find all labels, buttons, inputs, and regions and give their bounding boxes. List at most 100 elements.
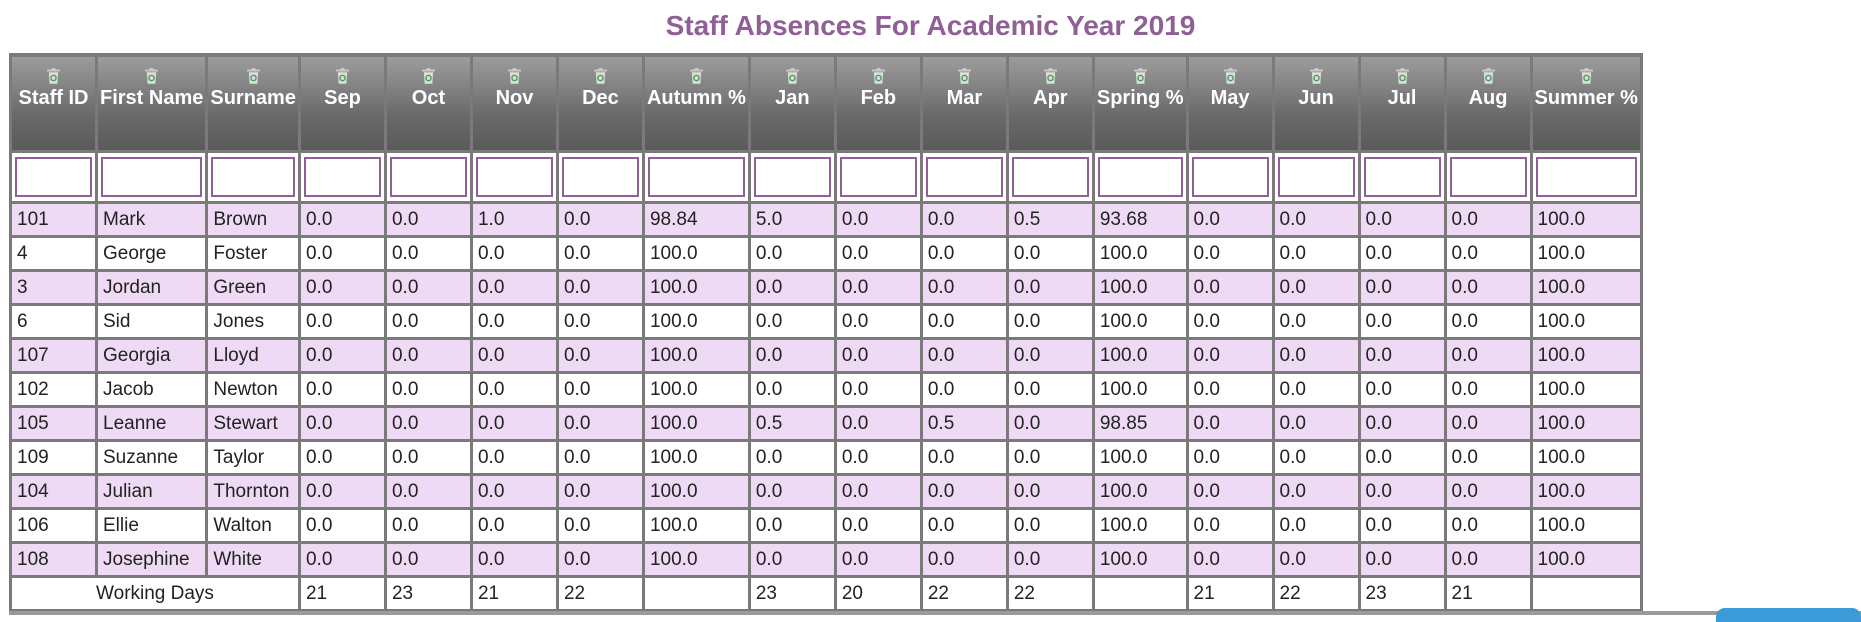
cell-feb: 0.0	[833, 473, 923, 510]
table-row[interactable]: 108 Josephine White 0.0 0.0 0.0 0.0 100.0 0.0 0.0…	[9, 541, 1643, 578]
recycle-bin-icon[interactable]	[100, 58, 203, 87]
recycle-bin-icon[interactable]	[561, 58, 640, 87]
cell-spring: 100.0	[1091, 541, 1189, 578]
column-header-jan[interactable]: Jan	[747, 53, 837, 153]
table-row[interactable]: 104 Julian Thornton 0.0 0.0 0.0 0.0 100.0 0.0 0.0…	[9, 473, 1643, 510]
filter-input-spring[interactable]	[1097, 157, 1183, 197]
cell-first_name: Josephine	[94, 541, 209, 578]
column-header-sep[interactable]: Sep	[297, 53, 387, 153]
filter-cell	[1271, 150, 1361, 204]
column-header-mar[interactable]: Mar	[919, 53, 1009, 153]
cell-may: 0.0	[1185, 201, 1275, 238]
cell-surname: Jones	[205, 303, 301, 340]
recycle-bin-icon[interactable]	[1277, 58, 1356, 87]
filter-input-dec[interactable]	[561, 157, 639, 197]
recycle-bin-icon[interactable]	[1011, 58, 1090, 87]
recycle-bin-icon[interactable]	[839, 58, 918, 87]
cell-dec: 0.0	[555, 507, 645, 544]
working-days-jun: 22	[1271, 575, 1361, 612]
recycle-bin-icon[interactable]	[389, 58, 468, 87]
cell-summer: 100.0	[1529, 541, 1643, 578]
cell-jun: 0.0	[1271, 405, 1361, 442]
column-header-may[interactable]: May	[1185, 53, 1275, 153]
filter-input-staff_id[interactable]	[15, 157, 92, 197]
working-days-dec: 22	[555, 575, 645, 612]
filter-input-jan[interactable]	[753, 157, 831, 197]
filter-input-apr[interactable]	[1011, 157, 1089, 197]
column-header-feb[interactable]: Feb	[833, 53, 923, 153]
recycle-bin-icon[interactable]	[14, 58, 93, 87]
cell-feb: 0.0	[833, 303, 923, 340]
cell-mar: 0.0	[919, 439, 1009, 476]
recycle-bin-icon[interactable]	[475, 58, 554, 87]
filter-input-first_name[interactable]	[101, 157, 203, 197]
filter-input-oct[interactable]	[389, 157, 467, 197]
table-row[interactable]: 4 George Foster 0.0 0.0 0.0 0.0 100.0 0.0 0.0 0.0 0…	[9, 235, 1643, 272]
cell-surname: Thornton	[205, 473, 301, 510]
column-header-summer[interactable]: Summer %	[1529, 53, 1643, 153]
filter-input-may[interactable]	[1191, 157, 1269, 197]
table-row[interactable]: 101 Mark Brown 0.0 0.0 1.0 0.0 98.84 5.0 0.0 0.0 0.…	[9, 201, 1643, 238]
filter-input-surname[interactable]	[211, 157, 295, 197]
recycle-bin-icon[interactable]	[1097, 58, 1184, 87]
cell-staff_id: 101	[9, 201, 98, 238]
filter-input-nov[interactable]	[475, 157, 553, 197]
column-header-staff_id[interactable]: Staff ID	[9, 53, 98, 153]
cell-may: 0.0	[1185, 303, 1275, 340]
cell-summer: 100.0	[1529, 303, 1643, 340]
table-row[interactable]: 102 Jacob Newton 0.0 0.0 0.0 0.0 100.0 0.0 0.0 0.0…	[9, 371, 1643, 408]
recycle-bin-icon[interactable]	[1191, 58, 1270, 87]
filter-input-mar[interactable]	[925, 157, 1003, 197]
filter-input-autumn[interactable]	[647, 157, 745, 197]
cell-sep: 0.0	[297, 439, 387, 476]
filter-input-sep[interactable]	[303, 157, 381, 197]
cell-aug: 0.0	[1443, 303, 1533, 340]
cell-surname: Brown	[205, 201, 301, 238]
column-header-nov[interactable]: Nov	[469, 53, 559, 153]
column-header-oct[interactable]: Oct	[383, 53, 473, 153]
cell-dec: 0.0	[555, 473, 645, 510]
working-days-jan: 23	[747, 575, 837, 612]
column-header-jul[interactable]: Jul	[1357, 53, 1447, 153]
table-row[interactable]: 107 Georgia Lloyd 0.0 0.0 0.0 0.0 100.0 0.0 0.0 0.…	[9, 337, 1643, 374]
column-header-first_name[interactable]: First Name	[94, 53, 209, 153]
filter-input-feb[interactable]	[839, 157, 917, 197]
cell-apr: 0.0	[1005, 541, 1095, 578]
filter-input-jul[interactable]	[1363, 157, 1441, 197]
filter-input-jun[interactable]	[1277, 157, 1355, 197]
recycle-bin-icon[interactable]	[1363, 58, 1442, 87]
table-row[interactable]: 105 Leanne Stewart 0.0 0.0 0.0 0.0 100.0 0.5 0.0 0…	[9, 405, 1643, 442]
table-row[interactable]: 6 Sid Jones 0.0 0.0 0.0 0.0 100.0 0.0 0.0 0.0 0.0 10…	[9, 303, 1643, 340]
recycle-bin-icon[interactable]	[1535, 58, 1638, 87]
working-days-spring	[1091, 575, 1189, 612]
cell-may: 0.0	[1185, 371, 1275, 408]
column-header-surname[interactable]: Surname	[205, 53, 301, 153]
column-header-dec[interactable]: Dec	[555, 53, 645, 153]
recycle-bin-icon[interactable]	[647, 58, 746, 87]
column-header-autumn[interactable]: Autumn %	[641, 53, 751, 153]
recycle-bin-icon[interactable]	[303, 58, 382, 87]
floating-button[interactable]	[1716, 608, 1861, 622]
column-header-aug[interactable]: Aug	[1443, 53, 1533, 153]
cell-mar: 0.0	[919, 507, 1009, 544]
cell-first_name: Jacob	[94, 371, 209, 408]
column-header-apr[interactable]: Apr	[1005, 53, 1095, 153]
recycle-bin-icon[interactable]	[925, 58, 1004, 87]
recycle-bin-icon[interactable]	[753, 58, 832, 87]
cell-sep: 0.0	[297, 507, 387, 544]
cell-first_name: George	[94, 235, 209, 272]
table-row[interactable]: 3 Jordan Green 0.0 0.0 0.0 0.0 100.0 0.0 0.0 0.0 0.…	[9, 269, 1643, 306]
recycle-bin-icon[interactable]	[210, 58, 296, 87]
cell-spring: 100.0	[1091, 473, 1189, 510]
table-row[interactable]: 106 Ellie Walton 0.0 0.0 0.0 0.0 100.0 0.0 0.0 0.0…	[9, 507, 1643, 544]
cell-oct: 0.0	[383, 235, 473, 272]
recycle-bin-icon[interactable]	[1449, 58, 1528, 87]
cell-dec: 0.0	[555, 405, 645, 442]
table-row[interactable]: 109 Suzanne Taylor 0.0 0.0 0.0 0.0 100.0 0.0 0.0 0…	[9, 439, 1643, 476]
filter-input-summer[interactable]	[1535, 157, 1637, 197]
filter-input-aug[interactable]	[1449, 157, 1527, 197]
cell-oct: 0.0	[383, 201, 473, 238]
page-title: Staff Absences For Academic Year 2019	[665, 10, 1196, 41]
column-header-jun[interactable]: Jun	[1271, 53, 1361, 153]
column-header-spring[interactable]: Spring %	[1091, 53, 1189, 153]
